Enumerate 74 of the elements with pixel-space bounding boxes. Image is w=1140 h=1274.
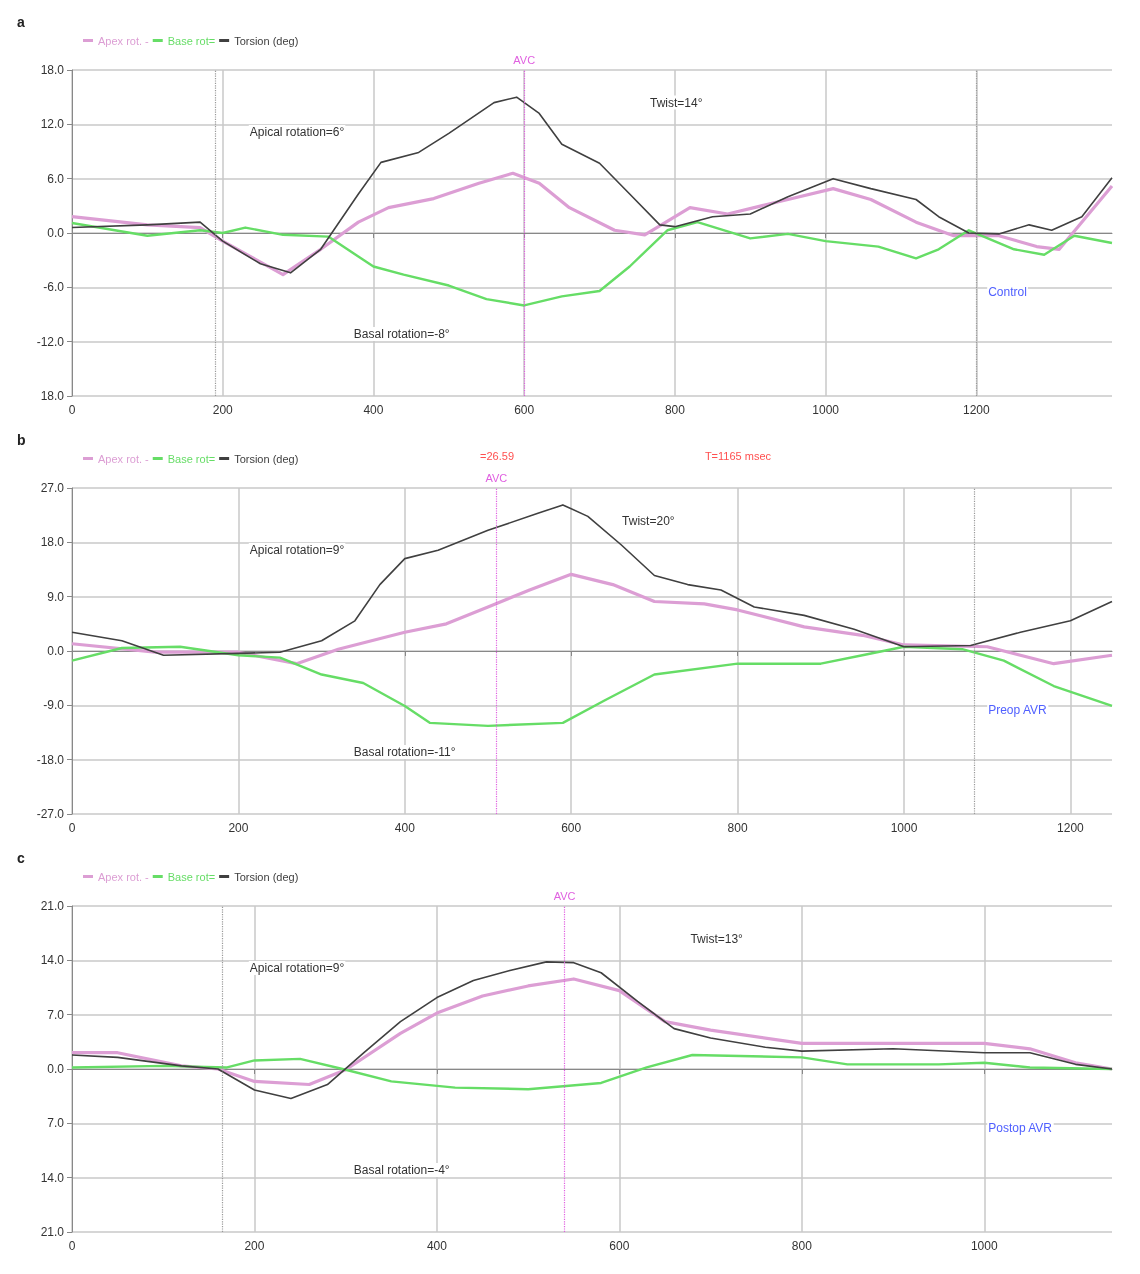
chart-title: b [17, 432, 26, 448]
line-series [70, 171, 1114, 277]
legend-label: Apex rot. - [98, 452, 150, 465]
y-tick-label: 14.0 [40, 953, 65, 968]
y-tick-label: -18.0 [36, 752, 65, 767]
y-tick-label: 0.0 [47, 226, 65, 240]
x-tick-label: 200 [212, 403, 234, 417]
x-tick-label: 1200 [963, 403, 991, 417]
line-series [70, 645, 1114, 728]
y-tick-label: 18.0 [40, 535, 65, 550]
x-tick-label: 0 [68, 821, 76, 835]
x-tick-label: 1000 [970, 1239, 998, 1253]
y-tick-label: 21.0 [40, 1225, 65, 1239]
annotation: Twist=20° [622, 513, 675, 528]
x-tick-label: 400 [426, 1239, 448, 1253]
annotation: Postop AVR [988, 1120, 1053, 1135]
chart-title: a [17, 14, 25, 30]
y-tick-label: 21.0 [40, 899, 65, 913]
x-tick-label: 800 [664, 403, 686, 417]
legend-label: Torsion (deg) [234, 452, 299, 465]
y-tick-label: 14.0 [40, 1170, 65, 1185]
legend-label: Apex rot. - [98, 34, 150, 47]
line-series [70, 977, 1114, 1087]
y-tick-label: 12.0 [40, 117, 65, 132]
x-tick-label: 800 [791, 1239, 813, 1253]
line-series [70, 220, 1114, 307]
ref-line-label: AVC [485, 471, 508, 484]
x-tick-label: 600 [561, 821, 582, 835]
legend-label: Base rot= [167, 870, 216, 883]
y-tick-label: 18.0 [40, 63, 65, 77]
y-tick-label: 7.0 [47, 1007, 65, 1022]
x-tick-label: 600 [609, 1239, 630, 1253]
annotation: Apical rotation=6° [249, 124, 345, 139]
y-tick-label: 7.0 [47, 1116, 65, 1131]
legend-label: Torsion (deg) [234, 870, 299, 883]
y-tick-label: 0.0 [47, 644, 65, 658]
annotation: Control [988, 284, 1027, 299]
y-tick-label: 27.0 [40, 481, 65, 495]
legend-label: Apex rot. - [98, 870, 150, 883]
text: =26.59 [480, 449, 515, 462]
y-tick-label: 9.0 [47, 589, 65, 604]
annotation: Basal rotation=-4° [353, 1163, 450, 1178]
annotation: Twist=13° [690, 931, 744, 946]
y-tick-label: 0.0 [47, 1062, 65, 1076]
y-tick-label: -27.0 [36, 807, 65, 821]
ref-line-label: AVC [513, 53, 536, 66]
y-tick-label: -6.0 [43, 280, 65, 295]
legend-label: Base rot= [167, 452, 216, 465]
y-tick-label: -9.0 [43, 698, 65, 713]
x-tick-label: 200 [244, 1239, 265, 1253]
annotation: Twist=14° [649, 95, 703, 110]
x-tick-label: 0 [68, 1239, 76, 1253]
annotation: Basal rotation=-8° [353, 327, 450, 342]
x-tick-label: 200 [228, 821, 249, 835]
legend-label: Torsion (deg) [234, 34, 299, 47]
annotation: Apical rotation=9° [249, 960, 345, 975]
ref-line-label: AVC [553, 889, 576, 902]
annotation: Preop AVR [988, 702, 1048, 717]
text: T=1165 msec [704, 449, 772, 462]
chart-title: c [17, 850, 25, 866]
x-tick-label: 1200 [1057, 821, 1085, 835]
annotation: Apical rotation=9° [249, 542, 345, 557]
x-tick-label: 0 [68, 403, 76, 417]
legend-label: Base rot= [167, 34, 216, 47]
y-tick-label: 18.0 [40, 389, 65, 403]
x-tick-label: 1000 [812, 403, 840, 417]
x-tick-label: 800 [727, 821, 748, 835]
y-tick-label: 6.0 [47, 171, 65, 186]
x-tick-label: 1000 [890, 821, 918, 835]
x-tick-label: 600 [514, 403, 535, 417]
x-tick-label: 400 [363, 403, 384, 417]
annotation: Basal rotation=-11° [353, 745, 456, 760]
x-tick-label: 400 [394, 821, 416, 835]
y-tick-label: -12.0 [36, 334, 65, 349]
